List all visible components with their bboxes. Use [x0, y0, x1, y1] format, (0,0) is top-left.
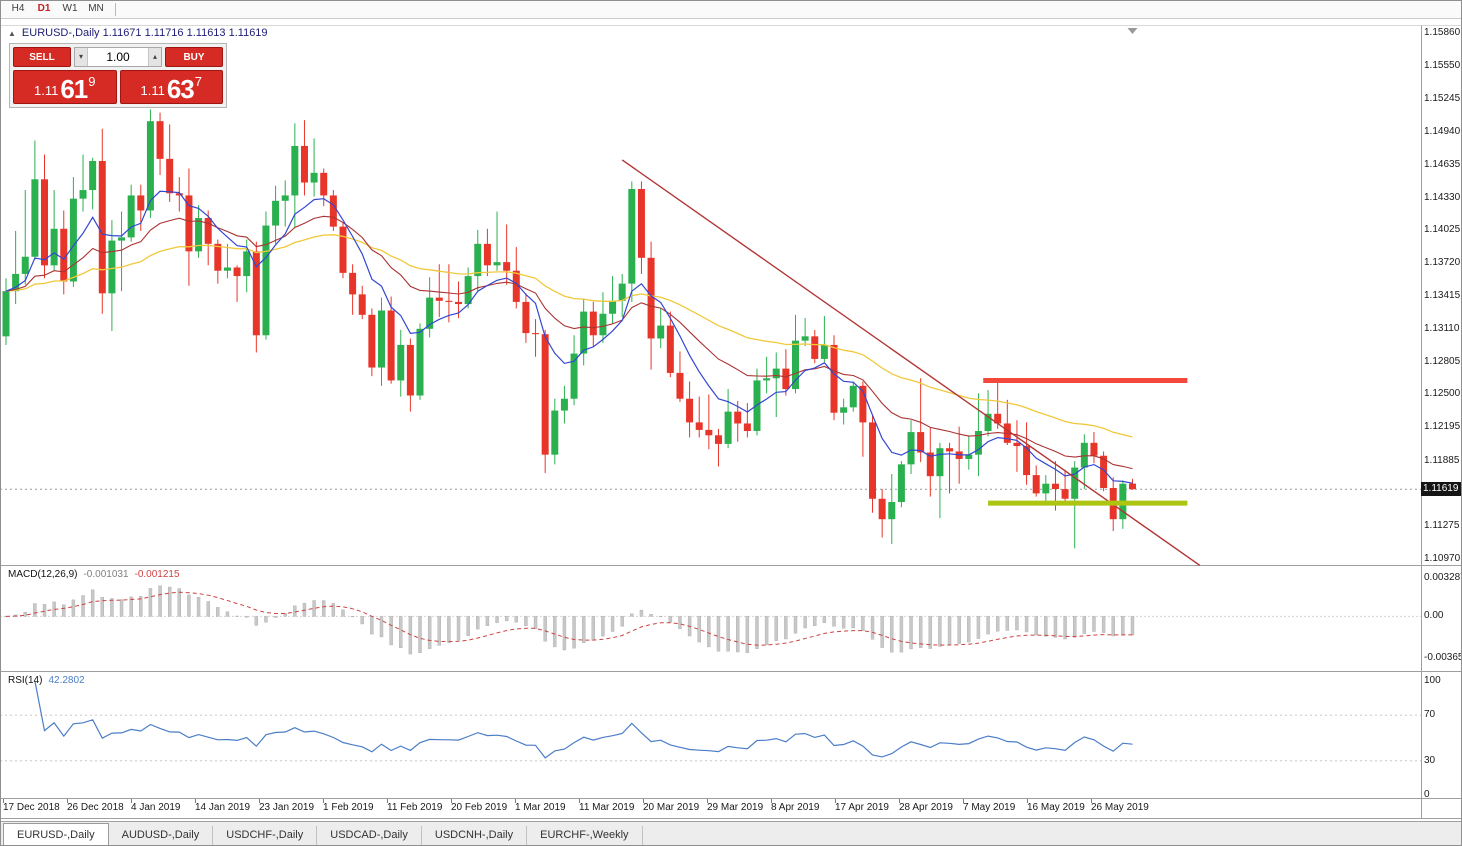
buy-price-pip: 7: [194, 74, 202, 89]
price-axis-label: 1.15245: [1424, 93, 1461, 105]
date-axis-label: 1 Feb 2019: [323, 802, 374, 813]
chart-tab-audusd[interactable]: AUDUSD-,Daily: [109, 826, 214, 846]
price-axis-label: 1.14330: [1424, 191, 1461, 203]
price-axis-label: 1.10970: [1424, 553, 1461, 564]
buy-price-display[interactable]: 1.11 63 7: [119, 70, 223, 104]
sell-price-display[interactable]: 1.11 61 9: [13, 70, 117, 104]
chart-tab-usdchf[interactable]: USDCHF-,Daily: [213, 826, 318, 846]
price-axis-label: 1.12195: [1424, 421, 1461, 433]
macd-axis-label: -0.003655: [1424, 652, 1462, 663]
date-axis-label: 1 Mar 2019: [515, 802, 566, 813]
timeframe-button-w1[interactable]: W1: [62, 3, 78, 14]
date-axis-label: 16 May 2019: [1027, 802, 1085, 813]
timeframe-button-d1[interactable]: D1: [37, 3, 51, 14]
price-axis-label: 1.11885: [1424, 454, 1460, 466]
sell-button[interactable]: SELL: [13, 47, 71, 67]
volume-input[interactable]: 1.00: [106, 50, 130, 64]
date-axis-label: 11 Mar 2019: [579, 802, 635, 813]
date-axis-label: 20 Mar 2019: [643, 802, 700, 813]
timeframe-button-mn[interactable]: MN: [88, 3, 104, 14]
chart-tab-bar: EURUSD-,Daily AUDUSD-,Daily USDCHF-,Daily U…: [0, 821, 1462, 846]
rsi-indicator-label: RSI(14) 42.2802: [8, 675, 85, 686]
rsi-axis-label: 70: [1424, 709, 1436, 720]
one-click-trade-panel: SELL ▾ 1.00 ▴ BUY 1.11 61 9 1.11 63 7: [9, 43, 227, 108]
date-axis[interactable]: 17 Dec 2018 26 Dec 2018 4 Jan 2019 14 Jan 2…: [0, 799, 1421, 818]
sell-price-pip: 9: [88, 74, 96, 89]
collapse-trade-panel-icon[interactable]: ▲: [8, 28, 16, 38]
toolbar-separator: [115, 2, 116, 16]
date-axis-label: 11 Feb 2019: [387, 802, 443, 813]
rsi-name: RSI(14): [8, 675, 43, 686]
rsi-axis-label: 30: [1424, 755, 1436, 766]
buy-price-main: 1.11: [140, 83, 165, 98]
price-axis-label: 1.14025: [1424, 224, 1461, 236]
chart-tab-eurchf[interactable]: EURCHF-,Weekly: [527, 826, 643, 846]
timeframe-button-h4[interactable]: H4: [11, 3, 25, 14]
date-axis-label: 20 Feb 2019: [451, 802, 508, 813]
date-axis-label: 26 Dec 2018: [67, 802, 124, 813]
macd-indicator-label: MACD(12,26,9) -0.001031 -0.001215: [8, 569, 180, 580]
current-price-tag: 1.11619: [1421, 482, 1462, 497]
date-axis-label: 8 Apr 2019: [771, 802, 820, 813]
price-axis[interactable]: 1.11619 1.15860 1.15550 1.15245 1.14940 1.14…: [1421, 25, 1462, 819]
date-axis-label: 17 Apr 2019: [835, 802, 889, 813]
sell-price-main: 1.11: [34, 83, 59, 98]
date-axis-label: 17 Dec 2018: [3, 802, 60, 813]
macd-axis-label: 0.003287: [1424, 572, 1462, 583]
macd-axis-label: 0.00: [1424, 610, 1444, 621]
price-axis-label: 1.14940: [1424, 125, 1461, 137]
price-axis-label: 1.15860: [1424, 27, 1461, 38]
sell-price-big: 61: [60, 74, 88, 104]
buy-button[interactable]: BUY: [165, 47, 223, 67]
rsi-value: 42.2802: [48, 675, 85, 686]
volume-increase-button[interactable]: ▴: [148, 48, 161, 66]
date-axis-label: 26 May 2019: [1091, 802, 1149, 813]
chart-tab-eurusd[interactable]: EURUSD-,Daily: [3, 823, 109, 846]
price-axis-label: 1.11275: [1424, 520, 1460, 532]
macd-name: MACD(12,26,9): [8, 569, 78, 580]
buy-price-big: 63: [166, 74, 195, 104]
chart-tab-usdcnh[interactable]: USDCNH-,Daily: [422, 826, 528, 846]
price-axis-label: 1.14635: [1424, 158, 1461, 170]
date-axis-label: 4 Jan 2019: [131, 802, 181, 813]
chart-ohlc-title: EURUSD-,Daily 1.11671 1.11716 1.11613 1.…: [21, 27, 268, 39]
timeframe-toolbar: H4 D1 W1 MN: [0, 0, 1462, 19]
date-axis-label: 14 Jan 2019: [195, 802, 251, 813]
macd-main-value: -0.001031: [83, 569, 129, 580]
volume-control: ▾ 1.00 ▴: [74, 47, 162, 67]
macd-signal-value: -0.001215: [134, 569, 180, 580]
price-axis-label: 1.12805: [1424, 355, 1461, 367]
price-axis-label: 1.13720: [1424, 257, 1461, 269]
chart-tab-usdcad[interactable]: USDCAD-,Daily: [317, 826, 422, 846]
price-axis-label: 1.13415: [1424, 290, 1461, 301]
rsi-axis-label: 0: [1424, 789, 1430, 800]
price-axis-label: 1.12500: [1424, 388, 1461, 400]
price-axis-label: 1.15550: [1424, 60, 1461, 72]
rsi-axis-label: 100: [1424, 675, 1441, 686]
date-axis-label: 23 Jan 2019: [259, 802, 315, 813]
date-axis-label: 7 May 2019: [963, 802, 1016, 813]
date-axis-label: 28 Apr 2019: [899, 802, 953, 813]
chart-header: ▲ EURUSD-,Daily 1.11671 1.11716 1.11613 …: [8, 27, 268, 39]
volume-decrease-button[interactable]: ▾: [75, 48, 88, 66]
date-axis-label: 29 Mar 2019: [707, 802, 764, 813]
price-axis-label: 1.13110: [1424, 322, 1460, 334]
